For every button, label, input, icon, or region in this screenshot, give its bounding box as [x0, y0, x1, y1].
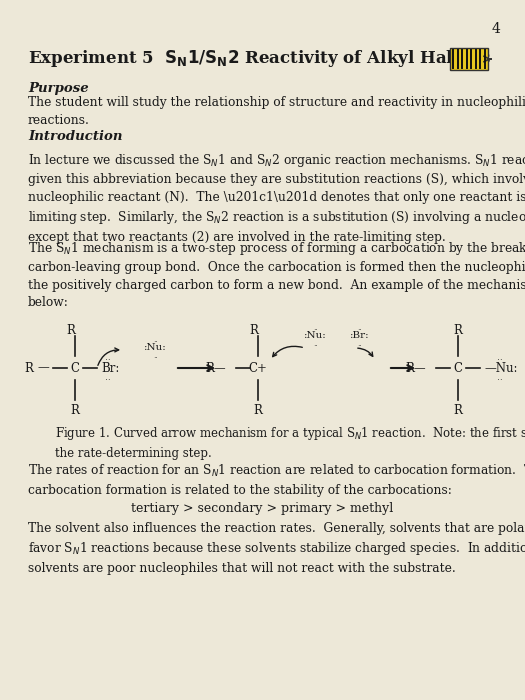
- Text: C: C: [454, 361, 463, 374]
- Text: Purpose: Purpose: [28, 82, 89, 95]
- Text: ..: ..: [312, 339, 318, 347]
- Text: ..: ..: [153, 351, 157, 360]
- Text: ..: ..: [153, 335, 157, 344]
- Text: R: R: [254, 403, 262, 416]
- Text: Introduction: Introduction: [28, 130, 122, 143]
- Text: ..: ..: [358, 323, 362, 332]
- Text: C: C: [70, 361, 79, 374]
- Text: The solvent also influences the reaction rates.  Generally, solvents that are po: The solvent also influences the reaction…: [28, 522, 525, 575]
- Text: —: —: [37, 361, 49, 374]
- Text: Figure 1. Curved arrow mechanism for a typical S$_N$1 reaction.  Note: the first: Figure 1. Curved arrow mechanism for a t…: [55, 425, 525, 459]
- FancyArrowPatch shape: [98, 348, 119, 365]
- Text: ..: ..: [105, 374, 111, 382]
- Text: In lecture we discussed the S$_N$1 and S$_N$2 organic reaction mechanisms. S$_N$: In lecture we discussed the S$_N$1 and S…: [28, 152, 525, 244]
- Text: The rates of reaction for an S$_N$1 reaction are related to carbocation formatio: The rates of reaction for an S$_N$1 reac…: [28, 463, 525, 496]
- Text: C+: C+: [248, 361, 267, 374]
- Text: —Nu:: —Nu:: [484, 361, 518, 374]
- Text: R—: R—: [406, 361, 426, 374]
- Text: :Br:: :Br:: [350, 330, 370, 340]
- Text: ..: ..: [105, 354, 111, 363]
- Text: R: R: [25, 361, 34, 374]
- Text: ..: ..: [312, 323, 318, 332]
- Text: :Nu:: :Nu:: [303, 330, 327, 340]
- Text: tertiary > secondary > primary > methyl: tertiary > secondary > primary > methyl: [131, 502, 393, 515]
- Text: ..: ..: [497, 354, 503, 363]
- Text: Br:: Br:: [101, 361, 119, 374]
- Text: R: R: [454, 323, 463, 337]
- Text: R—: R—: [206, 361, 226, 374]
- FancyArrowPatch shape: [272, 346, 302, 356]
- Text: ..: ..: [497, 374, 503, 382]
- Text: R: R: [67, 323, 76, 337]
- Text: R: R: [454, 403, 463, 416]
- Text: ..: ..: [358, 339, 362, 347]
- Bar: [450, 48, 488, 70]
- Text: Experiment 5  $\mathbf{S_N}$$\mathbf{1/S_N}$$\mathbf{2}$ Reactivity of Alkyl Hal: Experiment 5 $\mathbf{S_N}$$\mathbf{1/S_…: [28, 48, 491, 69]
- Text: The student will study the relationship of structure and reactivity in nucleophi: The student will study the relationship …: [28, 96, 525, 127]
- FancyArrowPatch shape: [358, 348, 373, 356]
- Text: The S$_N$1 mechanism is a two-step process of forming a carbocation by the break: The S$_N$1 mechanism is a two-step proce…: [28, 240, 525, 309]
- Text: :Nu:: :Nu:: [144, 344, 166, 353]
- Text: R: R: [249, 323, 258, 337]
- Text: 4: 4: [491, 22, 500, 36]
- Text: R: R: [70, 403, 79, 416]
